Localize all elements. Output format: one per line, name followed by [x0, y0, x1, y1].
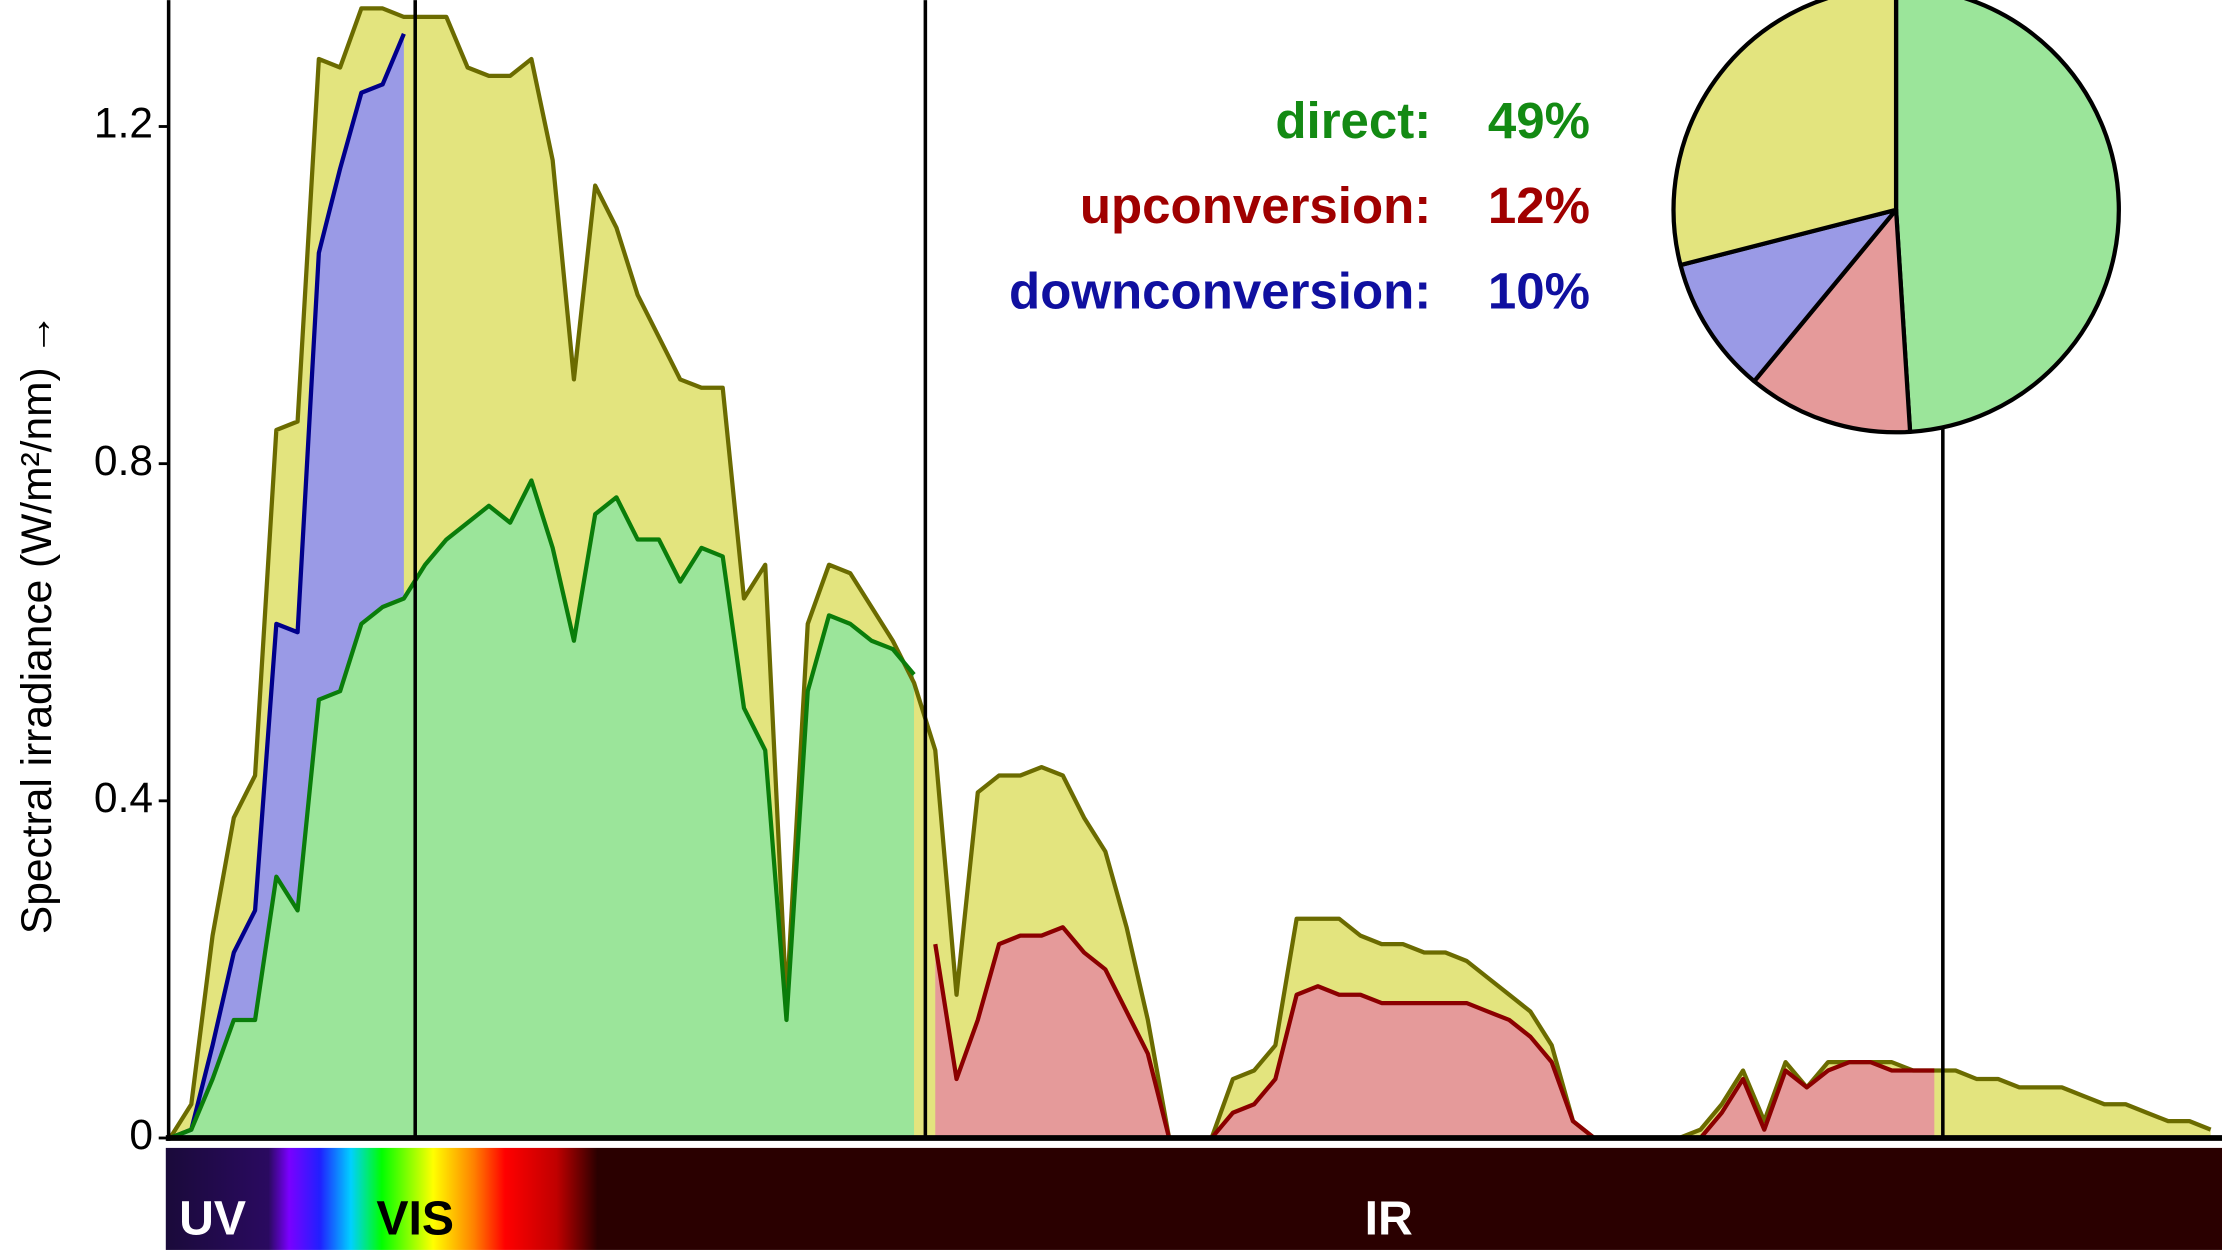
- legend-value: 12%: [1488, 177, 1590, 234]
- legend-label: direct:: [1275, 92, 1431, 149]
- band-label: VIS: [376, 1191, 454, 1245]
- bands: UV VIS IR: [179, 1191, 1413, 1245]
- band-label: IR: [1365, 1191, 1413, 1245]
- y-tick-label: 0: [129, 1112, 153, 1159]
- band-label: UV: [179, 1191, 246, 1245]
- line: [169, 32, 406, 1140]
- pie-slice: [1893, 0, 2121, 434]
- y-tick-label: 1.2: [94, 101, 153, 148]
- pie-slice: [1671, 0, 1899, 268]
- line: [933, 925, 1935, 1141]
- legend-label: downconversion:: [1009, 262, 1431, 319]
- legend-value: 10%: [1488, 262, 1590, 319]
- pie: direct: 49% upconversion: 12% downconversion…: [1009, 0, 2121, 435]
- y-axis-label: Spectral irradiance (W/m²/nm) →: [14, 313, 61, 934]
- y-tick-label: 0.8: [94, 438, 153, 485]
- spectrum-band: [165, 1147, 2222, 1250]
- y-tick-label: 0.4: [94, 775, 153, 822]
- pie-slice: [1752, 207, 1913, 435]
- area: [935, 927, 1935, 1138]
- ticks: 0 0.4 0.8 1.2: [94, 101, 169, 1159]
- line: [169, 478, 916, 1140]
- legend-value: 49%: [1488, 92, 1590, 149]
- legend-label: upconversion:: [1080, 177, 1431, 234]
